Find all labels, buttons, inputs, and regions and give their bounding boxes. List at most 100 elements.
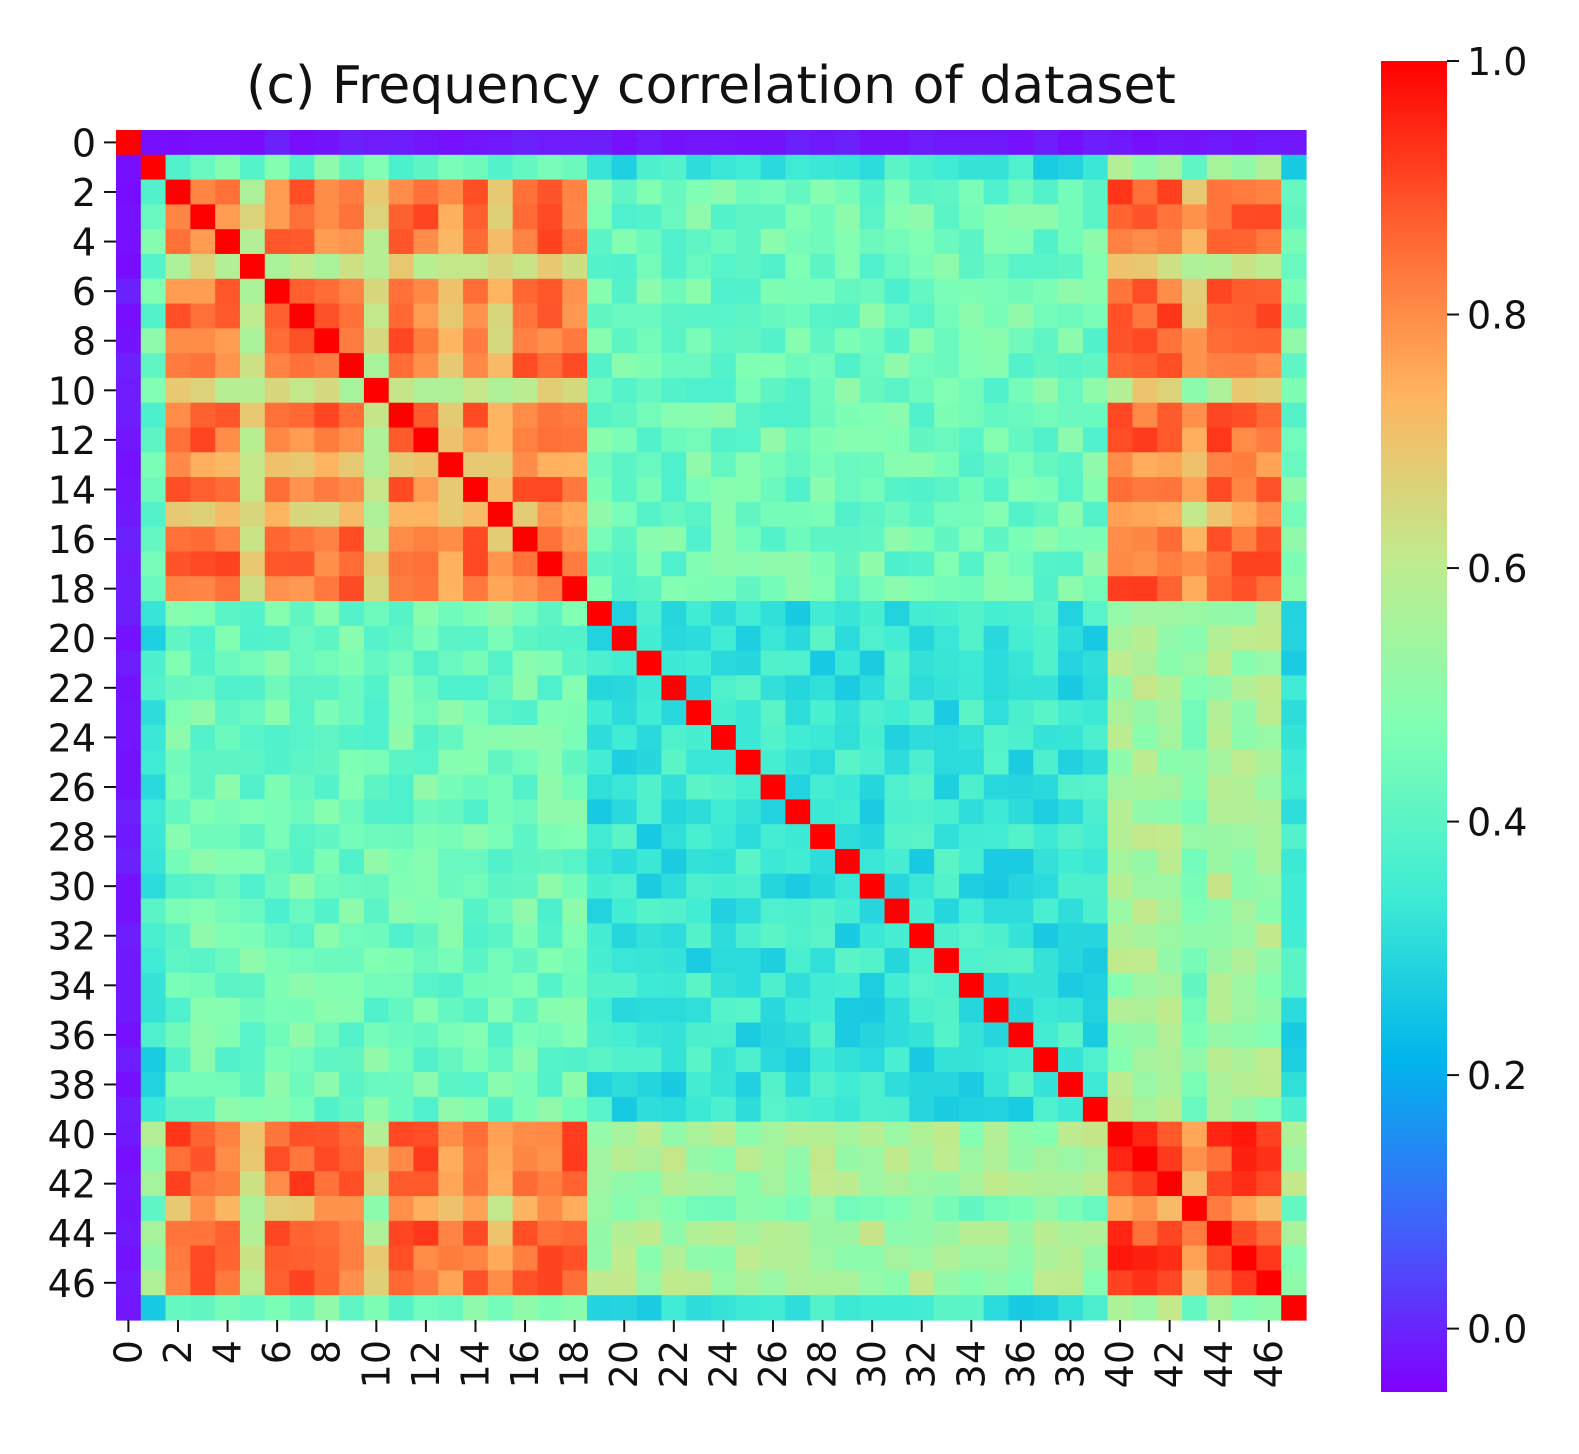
heatmap-cell — [487, 1121, 514, 1148]
heatmap-cell — [537, 799, 563, 825]
heatmap-cell — [562, 1096, 588, 1123]
heatmap-cell — [810, 229, 836, 255]
heatmap-cell — [760, 824, 786, 850]
heatmap-cell — [785, 923, 811, 949]
heatmap-cell — [1182, 130, 1208, 156]
heatmap-cell — [1107, 1295, 1134, 1321]
heatmap-cell — [1033, 774, 1059, 800]
heatmap-cell — [636, 526, 663, 553]
heatmap-cell — [487, 402, 514, 429]
heatmap-cell — [859, 848, 886, 875]
heatmap-cell — [363, 377, 390, 404]
heatmap-cell — [587, 1245, 613, 1272]
heatmap-cell — [562, 452, 588, 478]
heatmap-cell — [661, 700, 687, 726]
heatmap-cell — [190, 824, 216, 850]
heatmap-cell — [909, 1196, 935, 1222]
x-tick-label: 34 — [949, 1340, 993, 1388]
heatmap-cell — [215, 725, 241, 751]
heatmap-cell — [413, 923, 439, 949]
heatmap-cell — [438, 130, 464, 156]
heatmap-cell — [463, 1047, 489, 1073]
heatmap-cell — [140, 1146, 167, 1172]
heatmap-cell — [537, 1047, 563, 1073]
heatmap-cell — [264, 204, 291, 230]
heatmap-cell — [413, 1022, 439, 1048]
heatmap-cell — [785, 377, 811, 404]
heatmap-cell — [1281, 526, 1307, 553]
heatmap-cell — [512, 1295, 539, 1321]
heatmap-cell — [314, 650, 340, 677]
heatmap-cell — [810, 1196, 836, 1222]
heatmap-cell — [289, 179, 315, 205]
heatmap-cell — [463, 1096, 489, 1123]
heatmap-cell — [116, 972, 142, 999]
heatmap-cell — [1058, 477, 1084, 503]
heatmap-cell — [1182, 551, 1208, 577]
heatmap-cell — [785, 179, 811, 205]
heatmap-cell — [388, 997, 415, 1024]
heatmap-cell — [934, 576, 960, 602]
heatmap-cell — [562, 1121, 588, 1148]
heatmap-cell — [339, 848, 365, 875]
heatmap-cell — [636, 675, 663, 701]
heatmap-cell — [587, 625, 613, 652]
heatmap-cell — [834, 601, 861, 627]
heatmap-cell — [487, 725, 514, 751]
heatmap-cell — [859, 501, 886, 528]
heatmap-cell — [363, 1121, 390, 1148]
heatmap-cell — [810, 700, 836, 726]
heatmap-cell — [116, 1220, 142, 1247]
heatmap-cell — [487, 501, 514, 528]
heatmap-cell — [711, 427, 737, 453]
heatmap-cell — [810, 749, 836, 776]
heatmap-cell — [711, 948, 737, 974]
heatmap-cell — [810, 179, 836, 205]
y-tick-label: 30 — [48, 865, 96, 909]
heatmap-cell — [215, 774, 241, 800]
heatmap-cell — [661, 873, 687, 900]
heatmap-cell — [785, 997, 811, 1024]
heatmap-cell — [487, 1220, 514, 1247]
heatmap-cell — [611, 452, 638, 478]
heatmap-cell — [958, 700, 985, 726]
heatmap-cell — [264, 576, 291, 602]
heatmap-cell — [1256, 601, 1282, 627]
heatmap-cell — [636, 749, 663, 776]
heatmap-cell — [785, 154, 811, 181]
heatmap-cell — [711, 873, 737, 900]
heatmap-cell — [760, 972, 786, 999]
heatmap-cell — [388, 749, 415, 776]
heatmap-cell — [1182, 377, 1208, 404]
heatmap-cell — [463, 452, 489, 478]
x-axis-ticks: 0 2 4 6 8 10 12 14 16 18 20 22 24 26 28 30 32 34 36 38 40 42 4… — [106, 1320, 1291, 1388]
heatmap-cell — [587, 477, 613, 503]
heatmap-cell — [711, 1295, 737, 1321]
heatmap-cell — [1058, 601, 1084, 627]
heatmap-cell — [1033, 427, 1059, 453]
heatmap-cell — [165, 725, 191, 751]
heatmap-cell — [1281, 154, 1307, 181]
heatmap-cell — [388, 848, 415, 875]
heatmap-cell — [934, 749, 960, 776]
heatmap-cell — [289, 501, 315, 528]
heatmap-cell — [1182, 1295, 1208, 1321]
heatmap-cell — [239, 576, 266, 602]
heatmap-cell — [1206, 1295, 1233, 1321]
heatmap-cell — [190, 551, 216, 577]
heatmap-cell — [339, 1121, 365, 1148]
heatmap-cell — [760, 749, 786, 776]
heatmap-cell — [1008, 848, 1034, 875]
heatmap-cell — [1008, 1295, 1034, 1321]
heatmap-cell — [810, 873, 836, 900]
heatmap-cell — [1182, 1096, 1208, 1123]
heatmap-cell — [562, 650, 588, 677]
heatmap-cell — [463, 799, 489, 825]
heatmap-cell — [934, 898, 960, 924]
heatmap-cell — [958, 154, 985, 181]
heatmap-cell — [239, 526, 266, 553]
heatmap-cell — [1107, 873, 1134, 900]
heatmap-cell — [165, 1047, 191, 1073]
heatmap-cell — [636, 1295, 663, 1321]
heatmap-cell — [264, 179, 291, 205]
